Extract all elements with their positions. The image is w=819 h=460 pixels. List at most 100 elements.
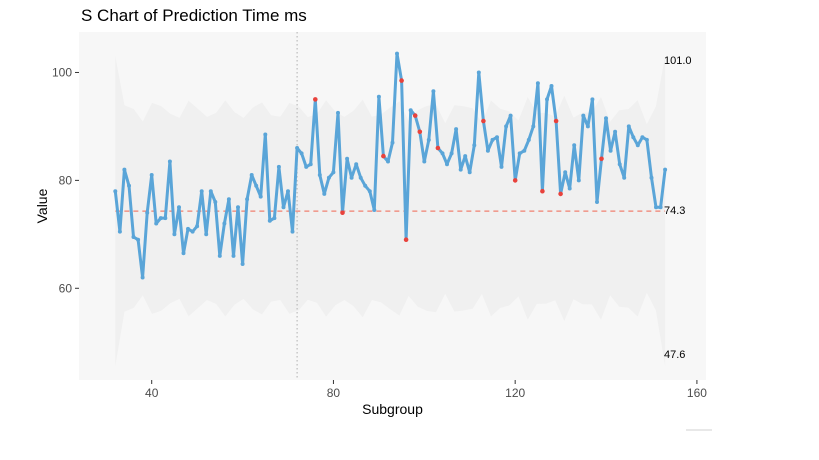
data-point bbox=[181, 251, 186, 256]
data-point bbox=[204, 232, 209, 237]
data-point bbox=[549, 84, 554, 88]
data-point bbox=[199, 189, 204, 194]
data-point bbox=[644, 137, 649, 142]
data-point bbox=[395, 51, 399, 56]
data-point bbox=[504, 124, 509, 129]
data-point bbox=[167, 159, 172, 164]
data-point bbox=[295, 146, 300, 150]
outlier-point bbox=[399, 78, 404, 83]
data-point bbox=[367, 189, 372, 194]
outlier-point bbox=[412, 113, 418, 118]
data-point bbox=[331, 170, 336, 175]
data-point bbox=[317, 173, 322, 177]
data-point bbox=[635, 143, 640, 148]
limit-labels: 101.0 74.3 47.6 bbox=[664, 55, 692, 361]
y-axis-title: Value bbox=[34, 188, 50, 223]
data-point bbox=[663, 167, 668, 172]
outlier-point bbox=[340, 210, 345, 215]
data-point bbox=[626, 124, 631, 129]
outlier-point bbox=[381, 153, 386, 159]
data-point bbox=[158, 216, 163, 221]
data-point bbox=[608, 148, 613, 153]
data-point bbox=[581, 113, 586, 118]
data-point bbox=[622, 175, 627, 180]
data-point bbox=[177, 205, 181, 210]
data-point bbox=[322, 191, 327, 196]
upper-limit-label: 101.0 bbox=[664, 55, 692, 67]
data-point bbox=[431, 89, 436, 94]
data-point bbox=[122, 167, 127, 172]
center-line-label: 74.3 bbox=[664, 205, 685, 217]
outlier-point bbox=[558, 191, 563, 197]
data-point bbox=[640, 135, 645, 140]
data-point bbox=[572, 143, 577, 148]
data-point bbox=[186, 226, 190, 231]
data-point bbox=[272, 216, 277, 221]
series-line bbox=[113, 52, 667, 279]
data-point bbox=[613, 129, 618, 134]
data-point bbox=[408, 108, 413, 113]
data-point bbox=[304, 164, 309, 169]
y-tick-label: 100 bbox=[52, 65, 72, 79]
x-axis-title: Subgroup bbox=[362, 401, 423, 417]
data-point bbox=[545, 97, 549, 102]
y-tick-label: 80 bbox=[59, 173, 73, 187]
data-point bbox=[163, 216, 168, 221]
data-point bbox=[117, 229, 122, 234]
data-point bbox=[463, 154, 468, 159]
data-point bbox=[345, 156, 350, 161]
data-point bbox=[499, 164, 504, 169]
data-point bbox=[217, 253, 222, 258]
data-point bbox=[567, 186, 572, 191]
outlier-point bbox=[599, 156, 604, 162]
data-point bbox=[363, 183, 368, 188]
chart-title: S Chart of Prediction Time ms bbox=[81, 6, 307, 25]
data-point bbox=[245, 197, 250, 202]
data-point bbox=[290, 229, 295, 234]
data-point bbox=[604, 116, 608, 121]
data-point bbox=[240, 262, 245, 266]
data-point bbox=[585, 124, 590, 129]
data-point bbox=[649, 175, 654, 180]
data-point bbox=[127, 183, 131, 188]
data-point bbox=[495, 135, 499, 140]
data-point bbox=[249, 173, 254, 177]
data-point bbox=[595, 200, 599, 204]
data-point bbox=[326, 175, 331, 180]
data-point bbox=[222, 221, 227, 226]
data-point bbox=[136, 237, 141, 242]
data-point bbox=[390, 140, 395, 145]
x-tick-label: 120 bbox=[505, 386, 525, 400]
data-point bbox=[149, 173, 154, 177]
data-point bbox=[422, 159, 427, 164]
data-point bbox=[308, 162, 313, 167]
data-point bbox=[631, 135, 636, 140]
data-point bbox=[376, 94, 381, 99]
data-point bbox=[190, 229, 195, 234]
data-point bbox=[576, 178, 581, 183]
data-point bbox=[490, 137, 495, 142]
data-point bbox=[590, 97, 595, 102]
lower-limit-label: 47.6 bbox=[664, 349, 685, 361]
data-point bbox=[276, 164, 281, 169]
data-point bbox=[195, 224, 200, 229]
data-point bbox=[449, 151, 454, 156]
data-point bbox=[140, 275, 145, 280]
outlier-point bbox=[313, 97, 318, 102]
data-point bbox=[617, 162, 622, 167]
data-point bbox=[508, 113, 513, 118]
x-tick-label: 40 bbox=[145, 386, 159, 400]
outlier-point bbox=[435, 145, 441, 151]
data-point bbox=[476, 70, 481, 75]
data-point bbox=[522, 148, 527, 153]
data-point bbox=[172, 232, 177, 237]
data-point bbox=[563, 170, 568, 175]
data-point bbox=[213, 200, 218, 204]
data-point bbox=[517, 151, 522, 156]
data-point bbox=[440, 151, 445, 156]
outlier-point bbox=[481, 118, 486, 124]
data-point bbox=[258, 194, 263, 199]
data-point bbox=[154, 221, 159, 226]
data-point bbox=[231, 253, 236, 258]
